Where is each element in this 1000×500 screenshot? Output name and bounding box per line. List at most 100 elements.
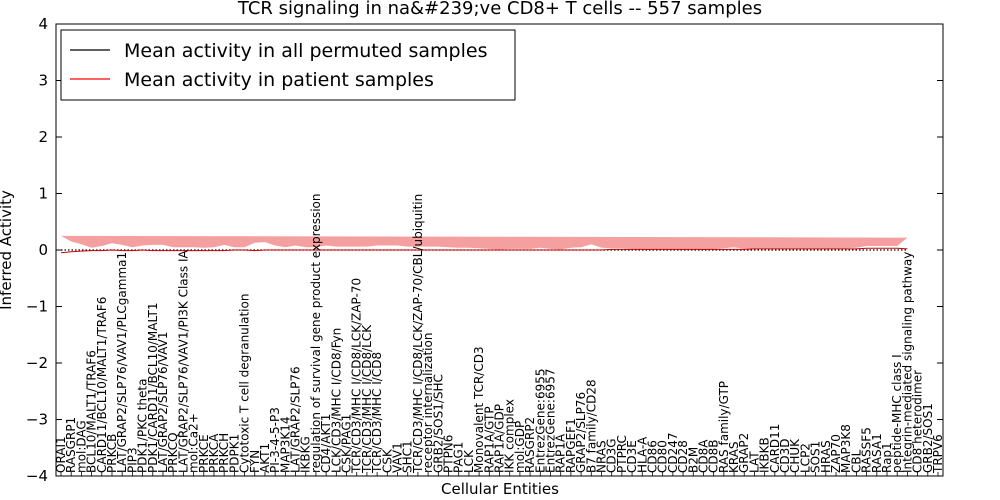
x-category-label: PDK1/CARD11/BCL10/MALT1 [146,303,160,473]
x-category-label: CBL [849,449,863,473]
x-category-label: RASGRP1 [64,417,78,473]
x-category-label: CD8A [697,439,711,473]
x-category-label: CD8 heterodimer [911,370,925,473]
x-category-label: ORAI1 [54,436,68,473]
y-tick-label: 4 [38,15,48,33]
x-category-label: EntrezGene:6957 [544,369,558,474]
x-category-label: PRKCH [217,433,231,473]
x-category-label: mol:DAG [74,420,88,473]
x-category-label: RASSF5 [860,427,874,473]
x-category-label: AKT1 [258,443,272,473]
x-category-label: LAT [747,451,761,473]
x-category-label: Cytotoxic T cell degranulation [238,294,252,473]
x-category-label: HRAS [819,440,833,473]
x-category-label: mol:Ca2+ [187,413,201,473]
x-category-label: CD247 [666,432,680,473]
legend-label-patient: Mean activity in patient samples [124,69,434,91]
x-category-label: GRAP2/SLP76 [574,392,588,473]
chart-title: TCR signaling in na&#239;ve CD8+ T cells… [237,0,762,19]
x-category-label: LAT/GRAP2/SLP76/VAV1/PLCgamma1 [115,252,129,473]
x-category-label: NRAS [595,440,609,473]
x-category-label: TCR/CD3/MHC I/CD8/LCK [360,324,374,474]
x-category-label: TCR/CD3/MHC I/CD8/LCK/ZAP-70 [350,278,364,474]
x-category-label: CD4/AKT1 [319,414,333,473]
x-category-label: LAT/GRAP2/SLP76/VAV1/PI3K Class IA [176,249,190,473]
x-category-label: PTPRC [615,435,629,473]
x-category-label: LCK/CD3/MHC I/CD8/Fyn [329,328,343,473]
x-category-label: KRAS [727,441,741,473]
y-tick-label: 2 [38,128,48,146]
x-category-label: B2M [686,447,700,473]
x-category-label: CHUK [788,438,802,473]
x-category-label: PDPK1 [227,434,241,473]
y-tick-label: −3 [26,411,48,429]
x-category-label: CD86 [646,440,660,473]
x-category-label: RAPGEF1 [564,418,578,473]
x-category-label: CD3D [778,439,792,474]
x-category-label: TCR/CD3/MHC I/CD8 [370,352,384,474]
x-category-label: peptide-MHC class I [890,354,904,473]
x-category-label: LCP2 [798,443,812,473]
x-axis-title: Cellular Entities [441,480,559,498]
legend-box [60,29,516,101]
x-category-label: CARD11/BCL10/MALT1/TRAF6 [95,297,109,473]
patient-mean-line [60,247,908,254]
patient-activity-band [61,235,908,250]
y-tick-label: 1 [38,185,48,203]
x-category-label: RASGRP2 [523,417,537,473]
x-category-label: CD80 [656,440,670,473]
legend: Mean activity in all permuted samples Me… [60,29,516,101]
x-category-label: RAP1A [554,433,568,473]
x-category-label: VAV1 [391,442,405,473]
x-category-label: PIP3 [125,447,139,473]
x-category-label: RASA1 [870,433,884,473]
x-category-label: IKBKB [758,437,772,473]
x-category-label: PTPN6 [442,435,456,473]
x-category-label: mol:GDP [513,421,527,473]
x-category-label: MAP3K8 [839,424,853,473]
y-axis-title: Inferred Activity [0,190,15,310]
x-category-label: PRKCQ [166,432,180,473]
x-category-label: Integrin-mediated signaling pathway [900,252,914,473]
x-category-label: HLA-A [635,436,649,473]
x-category-label: CD28 [676,440,690,473]
x-category-label: CSK [380,448,394,473]
x-category-label: receptor internalization [421,333,435,473]
x-axis: ORAI1RASGRP1mol:DAGBCL10/MALT1/TRAF6CARD… [54,194,945,476]
x-category-label: CSK/PAG1 [340,414,354,473]
x-category-label: LCK [462,449,476,473]
x-category-label: SHC1 [401,440,415,473]
x-category-label: GRAP2 [737,433,751,473]
legend-label-permuted: Mean activity in all permuted samples [124,40,487,62]
x-category-label: PI-3-4-5-P3 [268,407,282,473]
x-category-label: PRKCB [105,434,119,473]
x-category-label: Monovalent TCR/CD3 [472,346,486,473]
x-category-label: Rap1 [880,442,894,473]
x-category-label: CD8B [707,440,721,474]
x-category-label: B7 family/CD28 [584,379,598,473]
x-category-label: PRKCA [207,433,221,473]
x-category-label: BCL10/MALT1/TRAF6 [85,350,99,473]
y-tick-label: −2 [26,354,48,372]
x-category-label: LAT/GRAP2/SLP76/VAV1 [156,332,170,473]
y-tick-label: 3 [38,72,48,90]
x-category-label: CD3E [625,440,639,473]
x-category-label: TCR/CD3/MHC I/CD8/LCK/ZAP-70/CBL/ubiquit… [411,194,425,474]
x-category-label: regulation of survival gene product expr… [309,194,323,473]
x-category-label: RAP1A/GTP [482,406,496,473]
x-category-label: EntrezGene:6955 [533,369,547,474]
y-tick-label: −1 [26,298,48,316]
x-category-label: CARD11 [768,424,782,473]
x-category-label: LAT/GRAP2/SLP76 [289,366,303,473]
x-category-label: GRB2/SOS1 [921,403,935,473]
x-category-label: SOS1 [809,441,823,473]
x-category-label: GRB2/SOS1/SHC [431,374,445,473]
x-category-label: CD3G [605,438,619,473]
x-category-label: ZAP70 [829,434,843,473]
x-category-label: IKK complex [503,399,517,473]
x-category-label: IKBKG [299,436,313,473]
x-category-label: RAS family/GTP [717,381,731,473]
x-category-label: PDK1/PKC theta [136,379,150,473]
y-axis: 4 3 2 1 0 −1 −2 −3 −4 [26,15,943,485]
